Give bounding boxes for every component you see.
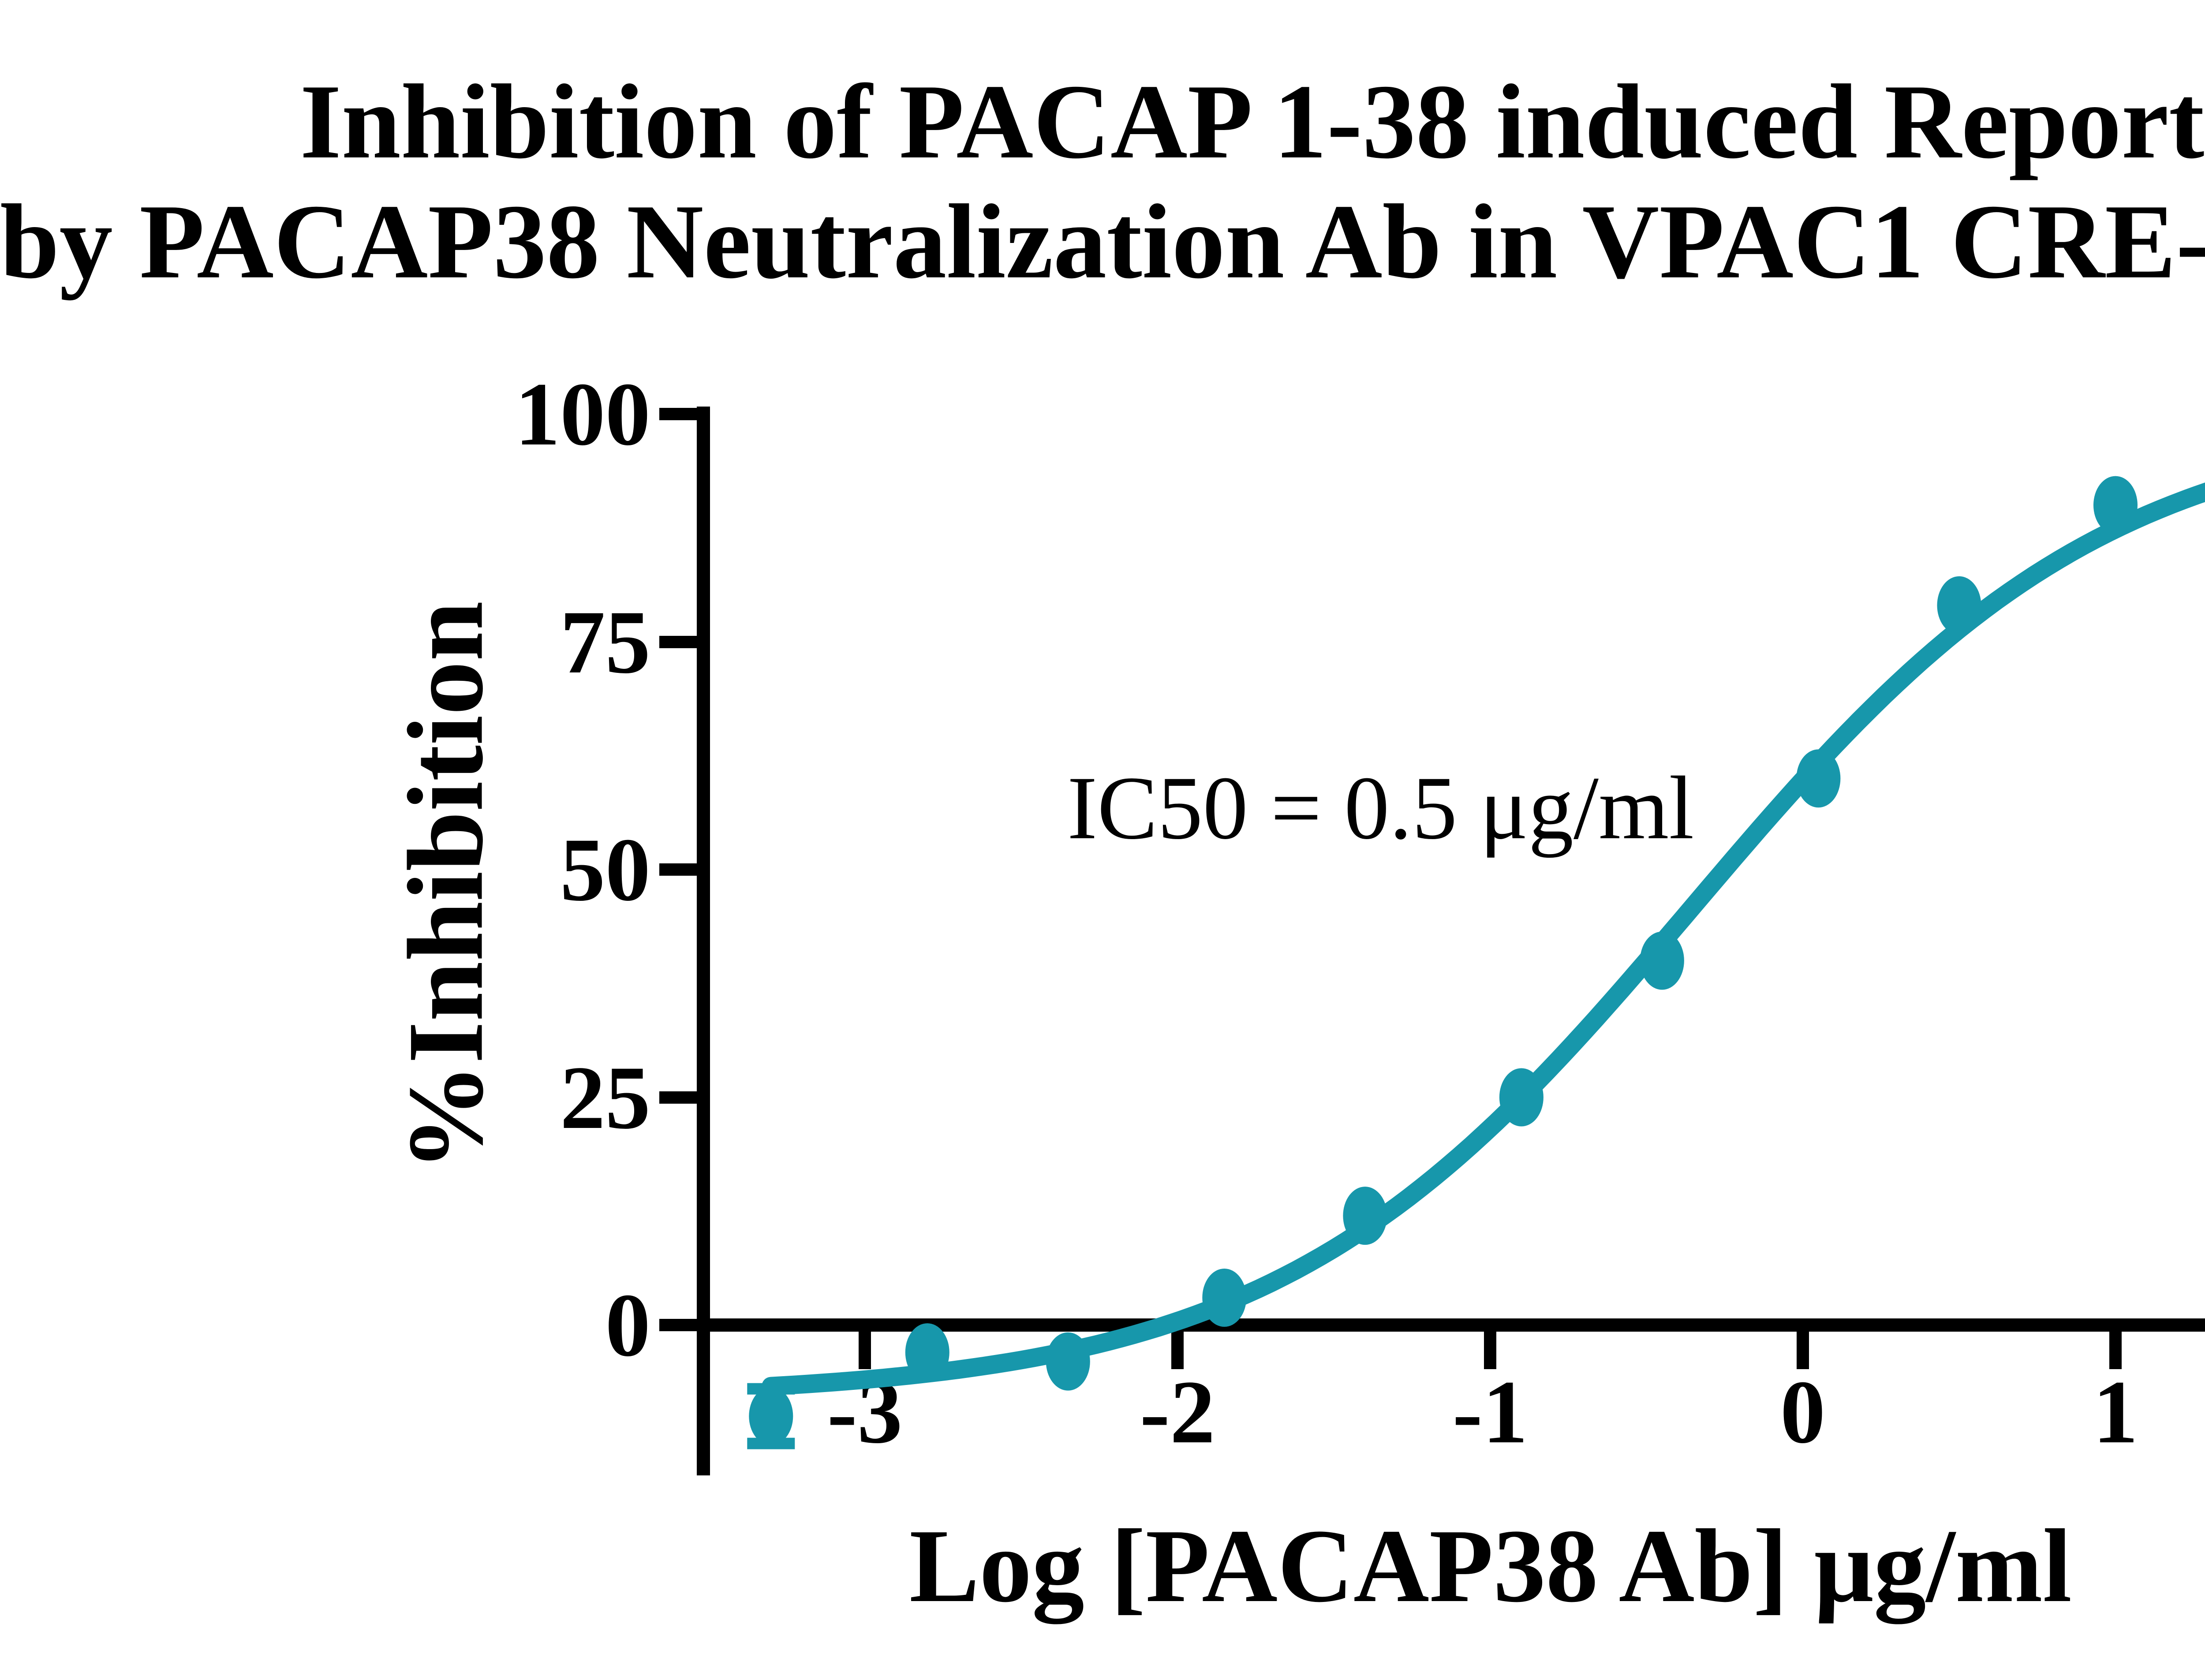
y-tick <box>659 635 697 648</box>
x-tick <box>1797 1332 1809 1369</box>
x-tick <box>2109 1332 2122 1369</box>
dose-response-plot <box>747 476 2205 1449</box>
y-tick <box>659 408 697 420</box>
y-tick <box>659 863 697 876</box>
x-tick-label: -1 <box>1452 1362 1528 1462</box>
data-point <box>1046 1332 1090 1391</box>
x-tick <box>1171 1332 1184 1369</box>
x-tick-label: 0 <box>1780 1362 1826 1462</box>
data-point <box>1343 1187 1387 1245</box>
chart-title-line-1: Inhibition of PACAP 1-38 induced Reporte… <box>300 63 2205 181</box>
y-axis-line <box>697 407 710 1475</box>
chart-title: Inhibition of PACAP 1-38 induced Reporte… <box>0 62 2205 302</box>
data-point <box>1640 931 1684 990</box>
y-tick-label: 25 <box>560 1047 650 1148</box>
data-point <box>1796 749 1841 808</box>
y-tick-label: 0 <box>605 1275 651 1375</box>
data-point <box>905 1323 949 1381</box>
x-axis-line <box>697 1318 2205 1332</box>
y-tick-label: 100 <box>515 364 651 464</box>
y-tick <box>659 1319 697 1331</box>
data-point <box>2093 476 2138 534</box>
fit-curve <box>762 482 2205 1396</box>
x-tick <box>1484 1332 1496 1369</box>
data-point <box>749 1387 793 1445</box>
x-axis-label: Log [PACAP38 Ab] μg/ml <box>909 1508 2072 1624</box>
chart-title-line-2: by PACAP38 Neutralization Ab in VPAC1 CR… <box>0 183 2205 301</box>
x-tick-label: 1 <box>2093 1362 2138 1462</box>
data-point <box>1937 576 1981 635</box>
data-point <box>1499 1068 1544 1127</box>
x-tick-label: -2 <box>1140 1362 1215 1462</box>
y-tick-label: 75 <box>560 592 650 692</box>
x-tick <box>859 1332 871 1369</box>
y-tick-label: 50 <box>560 820 650 920</box>
data-point <box>1202 1269 1247 1327</box>
ic50-annotation: IC50 = 0.5 μg/ml <box>1067 758 1694 858</box>
y-tick <box>659 1091 697 1104</box>
